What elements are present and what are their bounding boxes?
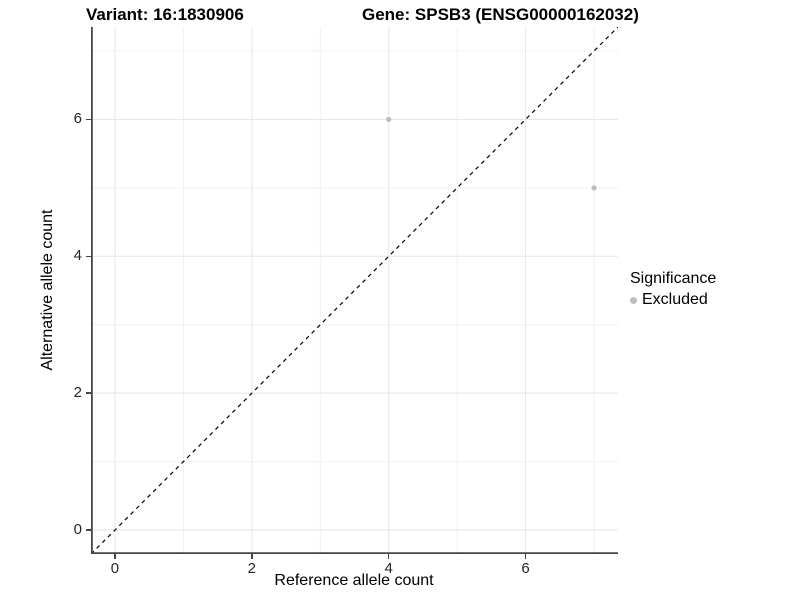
legend-item-excluded: Excluded [630, 291, 716, 309]
y-axis-tick [86, 529, 91, 531]
y-axis-tick-label: 6 [73, 110, 82, 128]
legend: Significance Excluded [630, 270, 716, 309]
x-axis-title: Reference allele count [274, 572, 434, 589]
plot-panel [91, 27, 618, 554]
legend-item-label: Excluded [642, 291, 708, 308]
y-axis-tick [86, 255, 91, 258]
x-axis-tick-label: 2 [247, 560, 256, 577]
x-axis-tick [387, 554, 390, 559]
y-axis-tick [86, 392, 91, 394]
x-axis-tick [251, 554, 253, 559]
y-axis-tick-label: 2 [73, 384, 82, 402]
data-point [591, 185, 597, 191]
identity-reference-line [91, 27, 618, 554]
legend-marker-circle-icon [630, 296, 637, 304]
y-axis-title: Alternative allele count [39, 209, 56, 371]
data-point [386, 116, 392, 122]
y-axis-tick-label: 0 [73, 521, 82, 539]
x-axis-tick-label: 6 [521, 560, 530, 577]
x-axis-tick-label: 4 [384, 560, 393, 577]
plot-title-gene: Gene: SPSB3 (ENSG00000162032) [362, 5, 639, 24]
plot-panel-svg [91, 27, 618, 554]
x-axis-tick-label: 0 [110, 560, 120, 577]
x-axis-tick [524, 554, 527, 559]
x-axis-tick [114, 554, 116, 559]
y-axis-tick-label: 4 [73, 247, 82, 265]
plot-title-variant: Variant: 16:1830906 [86, 5, 244, 24]
legend-title: Significance [630, 270, 717, 287]
y-axis-tick [86, 118, 91, 121]
